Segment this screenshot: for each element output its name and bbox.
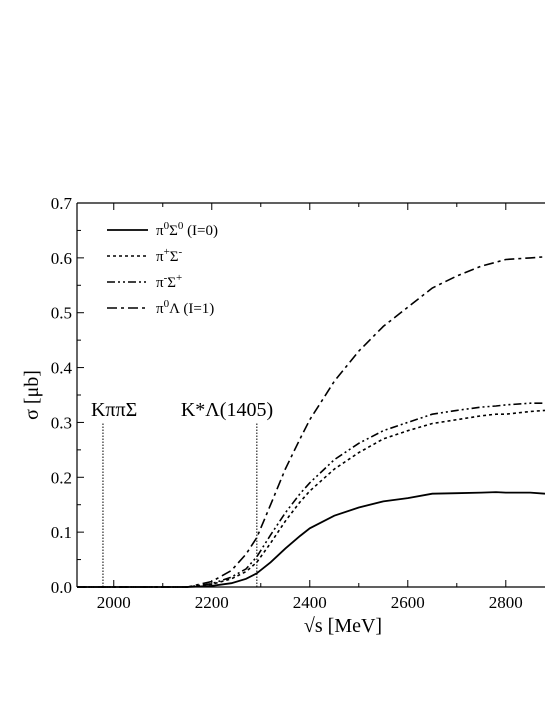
y-tick-label: 0.5 — [51, 304, 72, 323]
series-line — [77, 256, 545, 588]
x-tick-label: 2000 — [97, 593, 131, 612]
series-line — [77, 409, 545, 588]
threshold-label: K*Λ(1405) — [181, 399, 273, 421]
legend-label: π-Σ+ — [156, 272, 182, 291]
legend: π0Σ0 (I=0) π+Σ-π-Σ+ π0Λ (I=1) — [107, 220, 218, 317]
y-tick-label: 0.2 — [51, 468, 72, 487]
legend-label: π0Σ0 (I=0) — [156, 220, 218, 239]
legend-label: π+Σ- — [156, 246, 183, 265]
chart-marks: KππΣ K*Λ(1405) — [77, 256, 545, 588]
y-tick-label: 0.1 — [51, 523, 72, 542]
x-tick-label: 2800 — [489, 593, 523, 612]
y-tick-label: 0.7 — [51, 194, 73, 213]
y-tick-label: 0.0 — [51, 578, 72, 597]
series-line — [77, 402, 545, 588]
series-line — [77, 491, 545, 588]
y-axis-label: σ [μb] — [21, 370, 43, 420]
x-axis-label: √s [MeV] — [304, 615, 382, 637]
axes: 2000 2200 2400 2600 2800 0.0 0.1 0.2 0.3 0.4 0.5 0.… — [51, 194, 545, 612]
y-tick-label: 0.3 — [51, 413, 72, 432]
x-tick-label: 2200 — [195, 593, 229, 612]
y-tick-label: 0.4 — [51, 359, 73, 378]
legend-label: π0Λ (I=1) — [156, 298, 214, 317]
x-tick-label: 2400 — [293, 593, 327, 612]
threshold-label: KππΣ — [91, 399, 137, 421]
y-tick-label: 0.6 — [51, 249, 72, 268]
x-tick-label: 2600 — [391, 593, 425, 612]
